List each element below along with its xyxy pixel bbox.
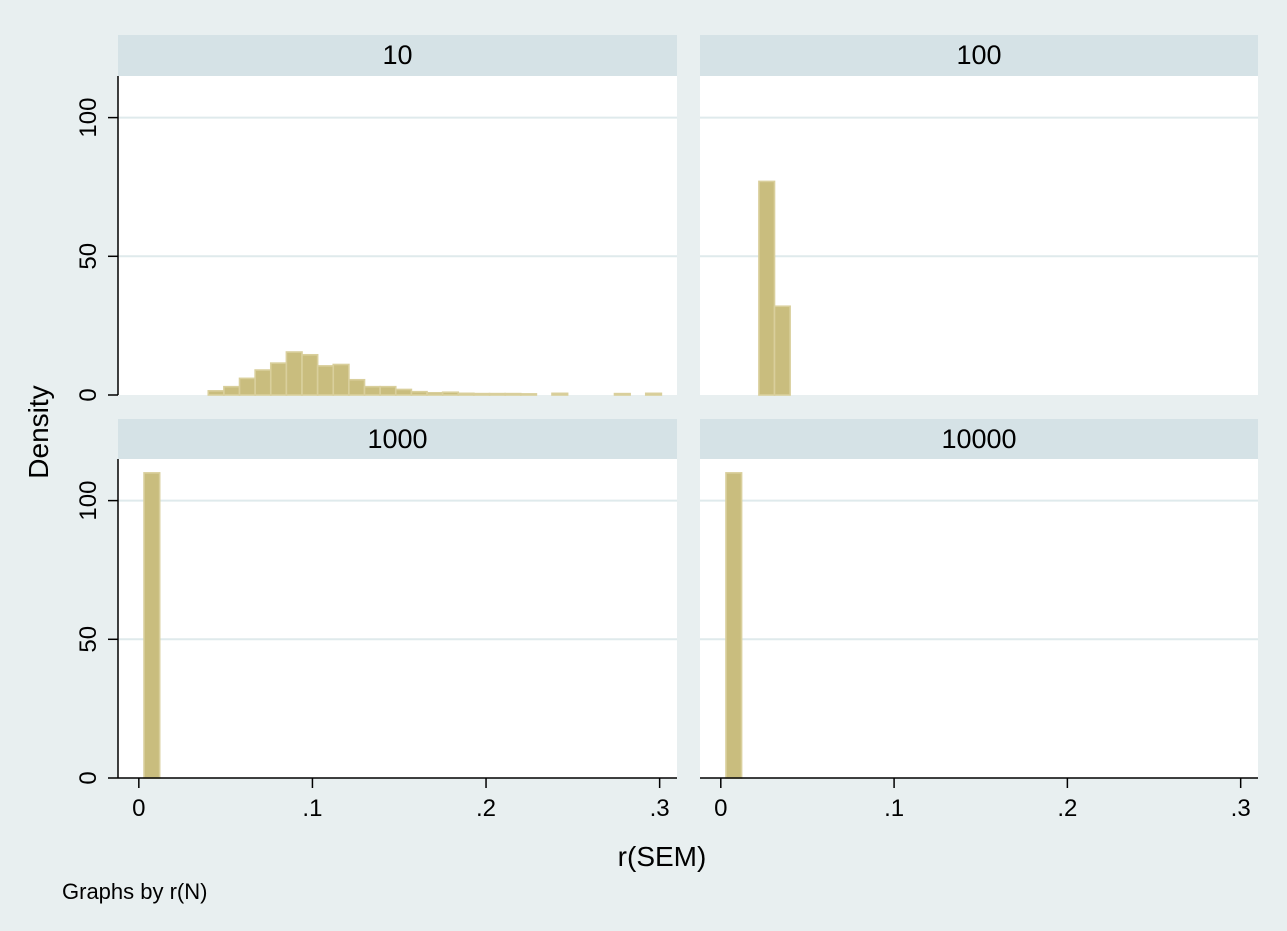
histogram-bar [254,369,272,396]
histogram-bar [551,392,569,396]
histogram-bar [316,365,335,396]
y-tick-label: 0 [75,771,102,784]
x-tick-label: 0 [714,795,727,822]
panel-title: 100 [956,40,1001,70]
histogram-bar [504,392,522,396]
histogram-bar [488,392,506,396]
y-tick-label: 50 [75,626,102,653]
histogram-bar [269,362,288,396]
histogram-bar [473,392,491,396]
histogram-bar [332,363,350,396]
y-tick-label: 100 [75,481,102,521]
histogram-bar [410,390,428,396]
panel-100: 100 [700,35,1258,396]
histogram-bar [441,391,460,396]
histogram-bar [301,353,319,396]
histogram-bar [758,180,776,396]
x-tick-label: .1 [302,795,322,822]
histogram-bar [519,393,538,396]
y-tick-label: 100 [75,98,102,138]
plot-area [700,76,1258,395]
histogram-bar [394,388,413,396]
histogram-bar [379,385,397,396]
panel-header [118,419,677,459]
histogram-bar [613,392,631,396]
panel-10000: 10000 0 .1 .2 .3 [700,419,1258,822]
histogram-bar [426,391,444,396]
plot-area [118,76,677,395]
panel-title: 1000 [367,424,427,454]
y-tick-label: 0 [75,388,102,401]
histogram-bar [143,472,161,779]
plot-area [700,459,1258,778]
x-tick-label: .3 [1231,795,1251,822]
histogram-bar [207,390,225,396]
panel-header [700,419,1258,459]
x-tick-label: .2 [1057,795,1077,822]
plot-area [118,459,677,778]
histogram-bar [223,385,241,396]
x-axis-title: r(SEM) [618,841,707,872]
x-tick-label: .3 [650,795,670,822]
histogram-bar [238,377,256,396]
histogram-bar [363,385,381,396]
panel-header [118,35,677,76]
panel-title: 10 [382,40,412,70]
histogram-bar [348,378,366,396]
x-tick-label: .2 [476,795,496,822]
x-tick-label: .1 [884,795,904,822]
histogram-bar [725,472,743,779]
histogram-bar [773,305,791,396]
histogram-bar [644,392,663,396]
y-axis-title: Density [23,385,54,478]
histogram-bar [457,392,475,396]
figure-note: Graphs by r(N) [62,879,207,904]
x-tick-label: 0 [132,795,145,822]
panel-header [700,35,1258,76]
histogram-bar [285,351,303,396]
panel-title: 10000 [941,424,1016,454]
y-tick-label: 50 [75,243,102,270]
